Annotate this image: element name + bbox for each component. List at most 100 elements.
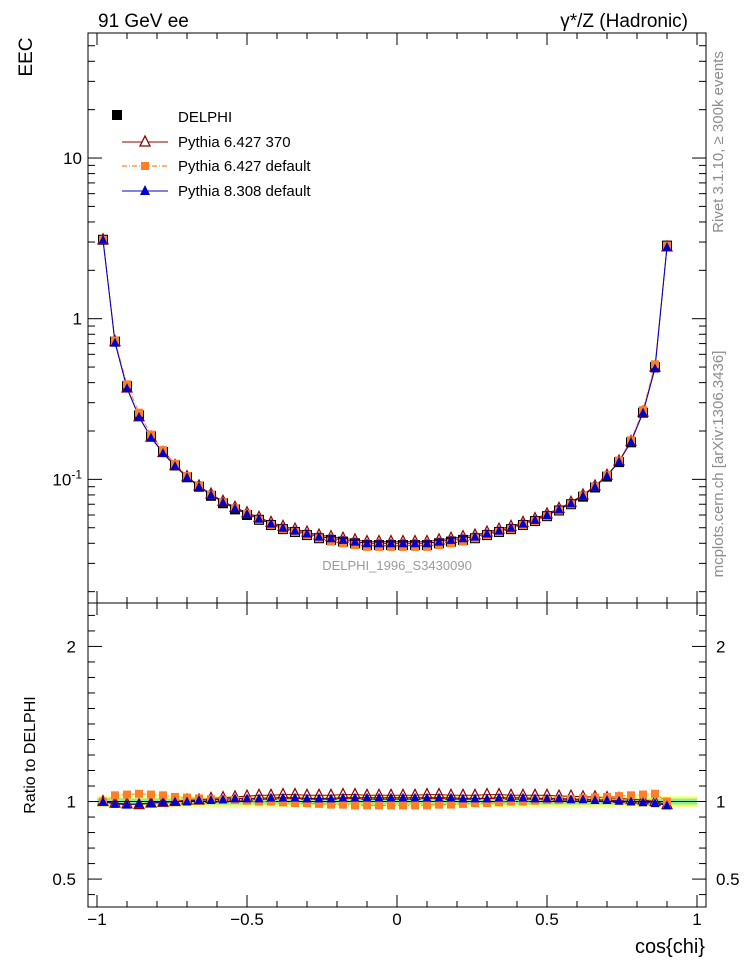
ratio-point (386, 792, 396, 802)
data-point-mc (362, 538, 372, 548)
ratio-point (146, 798, 156, 808)
ratio-point (98, 796, 108, 806)
data-point-mc (482, 528, 492, 538)
legend-label-delphi: DELPHI (178, 109, 232, 126)
data-point-mc (254, 513, 264, 523)
ratio-point (578, 794, 588, 804)
ratio-point (242, 793, 252, 803)
data-point-mc (218, 497, 228, 507)
plot-layer: −1 −0.5 0 0.5 1 10 1 10-1 0.5 0.5 1 1 2 2 (52, 32, 740, 929)
ratio-point (650, 798, 660, 808)
data-point-mc (446, 534, 456, 544)
ratio-point (254, 793, 264, 803)
legend-label-pythia8-default: Pythia 8.308 default (178, 183, 311, 200)
ratio-point (338, 792, 348, 802)
ratio-point (423, 801, 431, 810)
ratio-point (434, 792, 444, 802)
data-point-mc (290, 525, 300, 535)
ratio-point (159, 791, 167, 800)
legend: DELPHI Pythia 6.427 370 Pythia 6.427 def… (112, 109, 311, 200)
data-point-mc (422, 538, 432, 548)
ratio-point (398, 792, 408, 802)
main-y-tick-label: 10-1 (52, 467, 82, 489)
ratio-point (411, 801, 419, 810)
ratio-point (459, 799, 467, 808)
data-point-mc (578, 490, 588, 500)
mcplots-label: mcplots.cern.ch [arXiv:1306.3436] (710, 351, 727, 578)
ratio-point (135, 789, 143, 798)
legend-label-pythia6-370: Pythia 6.427 370 (178, 134, 291, 151)
rivet-label: Rivet 3.1.10, ≥ 300k events (710, 51, 727, 233)
ratio-point (375, 801, 383, 810)
legend-label-pythia6-default: Pythia 6.427 default (178, 158, 311, 175)
data-point-mc (662, 241, 672, 251)
ratio-point (314, 793, 324, 803)
data-point-mc (614, 456, 624, 466)
x-tick-label: 0 (392, 910, 401, 929)
header-left-label: 91 GeV ee (98, 11, 189, 32)
main-ylabel: EEC (16, 37, 37, 76)
data-point-mc (458, 533, 468, 543)
data-point-mc (350, 536, 360, 546)
ratio-ylabel: Ratio to DELPHI (22, 696, 39, 813)
ratio-point (470, 793, 480, 803)
ratio-point (627, 791, 635, 800)
data-point-mc (158, 447, 168, 457)
x-tick-label: 1 (692, 910, 701, 929)
legend-marker-pythia6-default (141, 162, 149, 170)
data-point-mc (110, 337, 120, 347)
ratio-point (278, 792, 288, 802)
data-point-mc (494, 525, 504, 535)
ratio-point (194, 794, 204, 804)
ratio-point (326, 793, 336, 803)
ratio-point (542, 793, 552, 803)
legend-marker-delphi (112, 110, 122, 120)
ratio-point (327, 800, 335, 809)
ratio-point (182, 796, 192, 806)
ratio-point (662, 800, 672, 810)
ratio-point (446, 792, 456, 802)
data-point-mc (242, 508, 252, 518)
ratio-point (554, 793, 564, 803)
data-point-mc (386, 538, 396, 548)
ratio-point (651, 789, 659, 798)
ratio-point (602, 794, 612, 804)
data-point-mc (122, 383, 132, 393)
data-point-mc (410, 538, 420, 548)
data-point-mc (374, 538, 384, 548)
ratio-point (351, 801, 359, 810)
data-point-mc (278, 522, 288, 532)
ratio-point (614, 795, 624, 805)
ratio-point (266, 792, 276, 802)
ratio-point (315, 799, 323, 808)
data-point-mc (626, 436, 636, 446)
ratio-point (422, 792, 432, 802)
ratio-y-tick-label-right: 1 (716, 793, 725, 812)
ratio-point (447, 800, 455, 809)
data-point-mc (650, 363, 660, 373)
header-right-label: γ*/Z (Hadronic) (560, 11, 688, 32)
ratio-point (134, 798, 144, 808)
ratio-point (111, 791, 119, 800)
data-point-mc (398, 538, 408, 548)
ratio-point (158, 797, 168, 807)
data-point-mc (302, 528, 312, 538)
ratio-point (303, 799, 311, 808)
ratio-point (435, 800, 443, 809)
ratio-point (471, 799, 479, 808)
ratio-point (123, 790, 131, 799)
ratio-point (362, 792, 372, 802)
ratio-point (639, 790, 647, 799)
x-tick-label: −0.5 (230, 910, 264, 929)
ratio-point (147, 790, 155, 799)
ratio-point (350, 792, 360, 802)
ratio-point (387, 801, 395, 810)
ratio-y-tick-label-right: 0.5 (716, 870, 740, 889)
x-tick-label: −1 (87, 910, 106, 929)
ratio-point (374, 792, 384, 802)
ratio-point (458, 793, 468, 803)
ratio-point (566, 794, 576, 804)
ratio-point (133, 797, 145, 810)
data-point-mc (590, 481, 600, 491)
data-point-mc (530, 514, 540, 524)
